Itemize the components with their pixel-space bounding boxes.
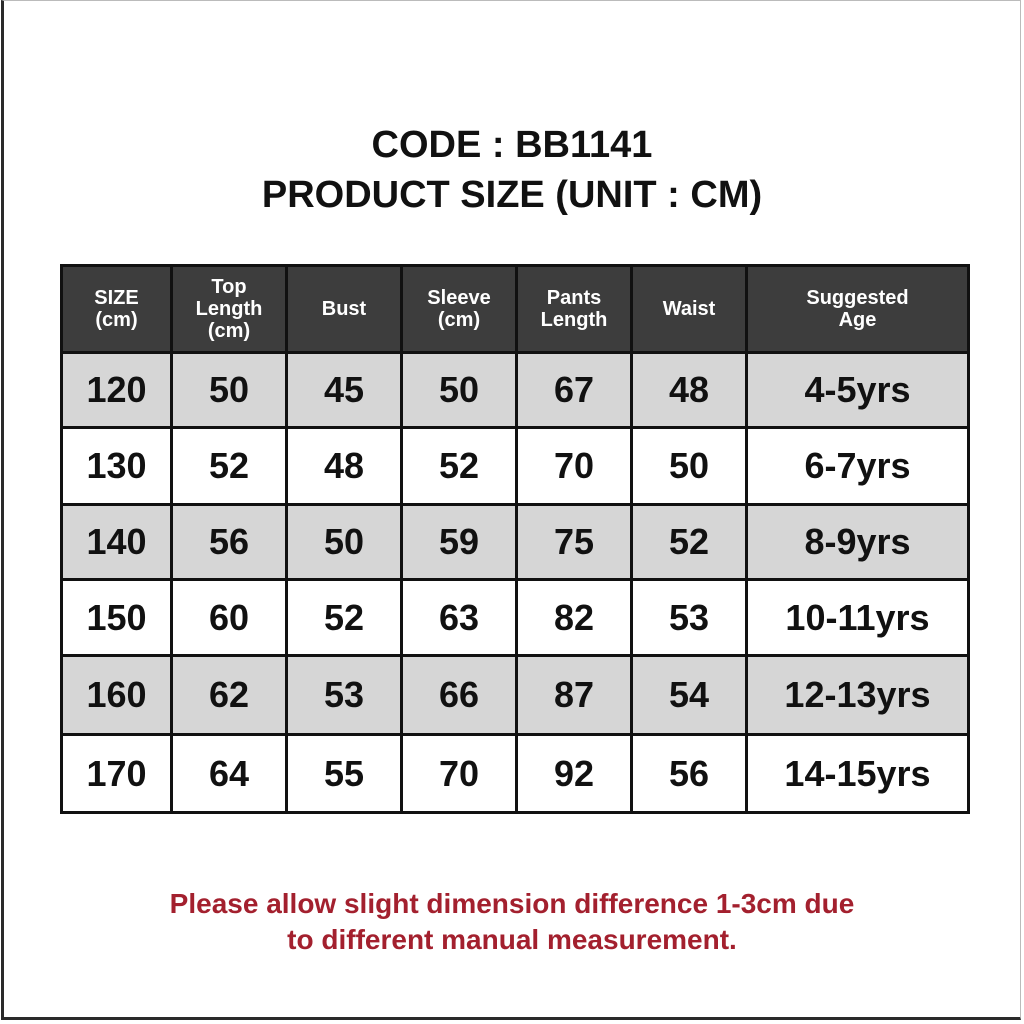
column-header: Suggested Age: [745, 264, 970, 354]
table-cell: 87: [515, 654, 633, 736]
page-title: PRODUCT SIZE (UNIT : CM): [261, 174, 763, 216]
table-cell: 92: [515, 733, 633, 814]
header-line: SIZE: [94, 287, 139, 309]
table-cell: 130: [60, 426, 173, 506]
table-row: 150 60 52 63 82 53 10-11yrs: [60, 578, 970, 657]
header-line: Bust: [321, 298, 367, 320]
table-row: 130 52 48 52 70 50 6-7yrs: [60, 426, 970, 506]
table-cell: 48: [630, 351, 748, 429]
header-line: Sleeve: [427, 287, 491, 309]
table-cell: 67: [515, 351, 633, 429]
column-header: Pants Length: [515, 264, 633, 354]
table-cell: 56: [170, 503, 288, 581]
size-table: SIZE (cm) Top Length (cm) Bust Sleeve (cm) Pants…: [60, 264, 970, 814]
table-cell: 12-13yrs: [745, 654, 970, 736]
table-cell: 56: [630, 733, 748, 814]
column-header: Bust: [285, 264, 403, 354]
table-cell: 82: [515, 578, 633, 657]
header-line: Age: [838, 309, 877, 331]
header-line: Length: [195, 298, 263, 320]
table-cell: 53: [285, 654, 403, 736]
header-line: (cm): [207, 320, 251, 342]
table-cell: 170: [60, 733, 173, 814]
table-cell: 66: [400, 654, 518, 736]
table-cell: 8-9yrs: [745, 503, 970, 581]
table-cell: 55: [285, 733, 403, 814]
product-code: CODE : BB1141: [371, 124, 653, 166]
column-header: SIZE (cm): [60, 264, 173, 354]
header-line: Suggested: [806, 287, 909, 309]
table-cell: 120: [60, 351, 173, 429]
header-line: Top: [211, 276, 247, 298]
table-row: 140 56 50 59 75 52 8-9yrs: [60, 503, 970, 581]
header-line: Length: [540, 309, 608, 331]
measurement-note: Please allow slight dimension difference…: [0, 886, 1024, 958]
column-header: Sleeve (cm): [400, 264, 518, 354]
table-cell: 52: [170, 426, 288, 506]
table-cell: 50: [630, 426, 748, 506]
table-row: 170 64 55 70 92 56 14-15yrs: [60, 733, 970, 814]
table-cell: 60: [170, 578, 288, 657]
table-cell: 53: [630, 578, 748, 657]
table-cell: 64: [170, 733, 288, 814]
table-cell: 52: [630, 503, 748, 581]
table-cell: 140: [60, 503, 173, 581]
table-row: 120 50 45 50 67 48 4-5yrs: [60, 351, 970, 429]
table-cell: 150: [60, 578, 173, 657]
table-cell: 4-5yrs: [745, 351, 970, 429]
table-row: 160 62 53 66 87 54 12-13yrs: [60, 654, 970, 736]
table-cell: 48: [285, 426, 403, 506]
table-cell: 50: [400, 351, 518, 429]
header-line: Pants: [546, 287, 602, 309]
table-cell: 52: [400, 426, 518, 506]
table-cell: 52: [285, 578, 403, 657]
header-line: Waist: [662, 298, 716, 320]
table-cell: 54: [630, 654, 748, 736]
header-line: (cm): [437, 309, 481, 331]
table-cell: 6-7yrs: [745, 426, 970, 506]
table-cell: 59: [400, 503, 518, 581]
table-cell: 160: [60, 654, 173, 736]
table-cell: 62: [170, 654, 288, 736]
header-line: (cm): [95, 309, 138, 331]
table-cell: 70: [515, 426, 633, 506]
table-cell: 75: [515, 503, 633, 581]
note-line-1: Please allow slight dimension difference…: [169, 888, 855, 919]
table-cell: 14-15yrs: [745, 733, 970, 814]
table-cell: 50: [170, 351, 288, 429]
table-cell: 50: [285, 503, 403, 581]
header-row: SIZE (cm) Top Length (cm) Bust Sleeve (cm) Pants…: [60, 264, 970, 354]
table-cell: 45: [285, 351, 403, 429]
table-cell: 10-11yrs: [745, 578, 970, 657]
table-cell: 63: [400, 578, 518, 657]
note-line-2: to different manual measurement.: [287, 924, 737, 955]
column-header: Top Length (cm): [170, 264, 288, 354]
column-header: Waist: [630, 264, 748, 354]
table-cell: 70: [400, 733, 518, 814]
